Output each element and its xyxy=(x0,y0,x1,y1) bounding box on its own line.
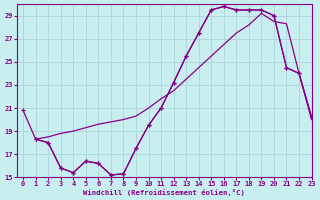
X-axis label: Windchill (Refroidissement éolien,°C): Windchill (Refroidissement éolien,°C) xyxy=(83,189,245,196)
